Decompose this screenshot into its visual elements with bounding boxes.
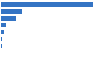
Bar [1,16,16,21]
Bar [1,37,2,41]
Bar [1,2,93,7]
Bar [1,23,6,27]
Bar [1,44,2,48]
Bar [1,9,22,14]
Bar [1,30,4,34]
